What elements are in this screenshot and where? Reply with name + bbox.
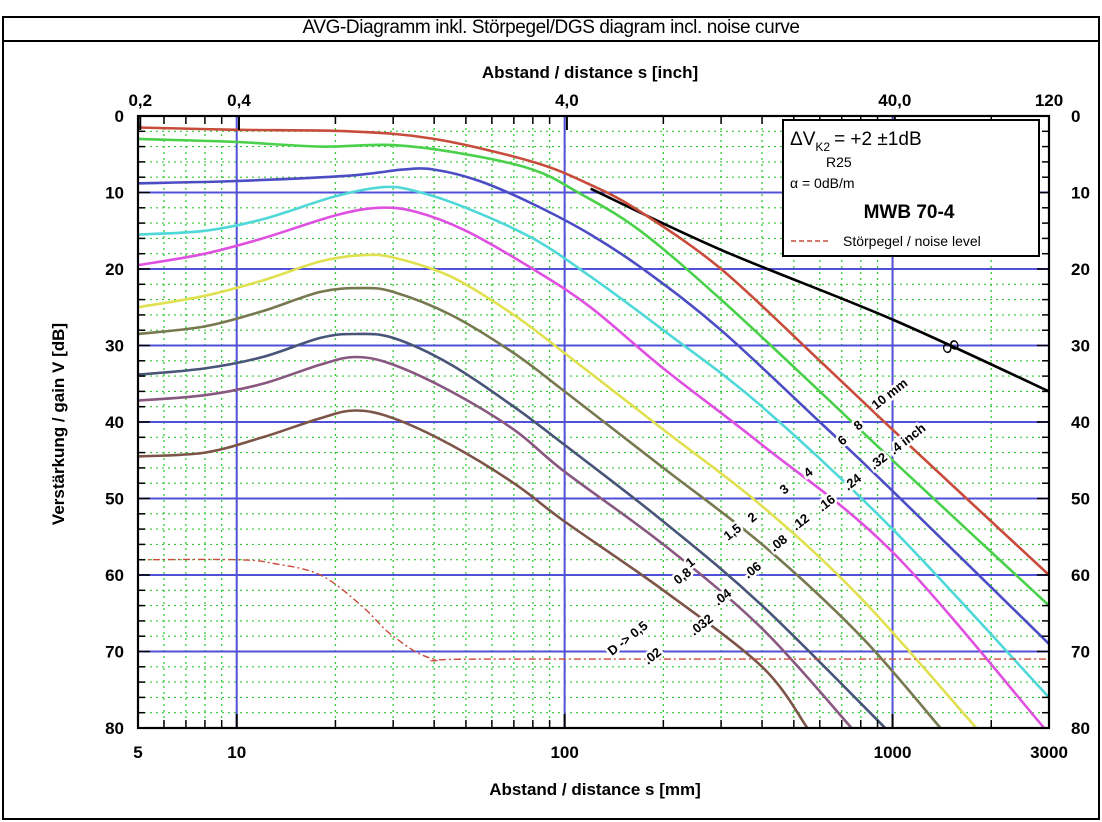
y-tick-label-left: 10 — [105, 184, 124, 203]
y-tick-label-right: 30 — [1071, 337, 1090, 356]
x-axis-top-title: Abstand / distance s [inch] — [482, 63, 698, 82]
x-top-tick-label: 0,2 — [128, 91, 152, 110]
series-layer: ∞ — [137, 126, 1050, 729]
dgs-curve — [137, 253, 978, 729]
legend-noise-label: Störpegel / noise level — [843, 233, 981, 249]
y-tick-label-right: 20 — [1071, 260, 1090, 279]
x-tick-label: 5 — [133, 743, 142, 762]
dgs-curve — [137, 167, 1050, 645]
y-tick-label-right: 60 — [1071, 566, 1090, 585]
x-tick-label: 3000 — [1030, 743, 1068, 762]
tick-labels: 0 0 10 10 20 20 30 30 40 40 50 50 60 60 70 70 80 80 5 10 100… — [105, 91, 1090, 762]
dgs-curve — [137, 332, 887, 729]
y-tick-label-right: 50 — [1071, 490, 1090, 509]
noise-curve — [137, 558, 1049, 662]
y-tick-label-left: 70 — [105, 643, 124, 662]
y-tick-label-right: 80 — [1071, 719, 1090, 738]
infinity-icon: ∞ — [935, 328, 967, 364]
dgs-curve — [137, 286, 942, 729]
diameter-label-inch: .04 — [711, 585, 735, 608]
dgs-curve — [137, 206, 1046, 729]
dgs-curve — [137, 409, 809, 729]
dgs-curve — [137, 185, 1050, 699]
title-bar: AVG-Diagramm inkl. Störpegel/DGS diagram… — [2, 16, 1100, 42]
y-tick-label-right: 70 — [1071, 643, 1090, 662]
diameter-label-mm: 8 — [851, 417, 866, 433]
diameter-label-mm: 2 — [745, 509, 760, 525]
diameter-label-inch: .16 — [815, 491, 838, 514]
legend-probe: MWB 70-4 — [864, 202, 955, 223]
dgs-curve — [137, 355, 853, 729]
dgs-curve — [137, 137, 1050, 607]
legend-dv: ΔVK2 = +2 ±1dB — [790, 129, 922, 154]
x-axis-title: Abstand / distance s [mm] — [489, 780, 701, 799]
y-tick-label-right: 40 — [1071, 413, 1090, 432]
y-tick-label-right: 10 — [1071, 184, 1090, 203]
y-axis-title: Verstärkung / gain V [dB] — [49, 323, 68, 525]
y-tick-label-left: 80 — [105, 719, 124, 738]
legend-box: ΔVK2 = +2 ±1dB R25 α = 0dB/m MWB 70-4 Stö… — [782, 119, 1040, 257]
axes — [136, 114, 1051, 730]
diameter-label-mm: 4 — [801, 464, 817, 481]
diameter-label-mm: 1,5 — [721, 520, 744, 543]
x-top-tick-label: 0,4 — [227, 91, 251, 110]
chart-frame — [2, 16, 1100, 820]
x-tick-label: 100 — [550, 743, 578, 762]
dgs-curve — [137, 126, 1050, 576]
x-tick-label: 1000 — [874, 743, 912, 762]
y-tick-label-left: 0 — [115, 107, 124, 126]
y-tick-label-left: 20 — [105, 260, 124, 279]
x-top-tick-label: 4,0 — [555, 91, 579, 110]
diameter-label-mm: 6 — [835, 432, 850, 448]
legend-alpha: α = 0dB/m — [790, 175, 855, 191]
y-tick-label-left: 40 — [105, 413, 124, 432]
y-tick-label-right: 0 — [1071, 107, 1080, 126]
diameter-label-inch: .02 — [641, 644, 664, 667]
chart-title: AVG-Diagramm inkl. Störpegel/DGS diagram… — [302, 17, 800, 38]
x-top-tick-label: 120 — [1035, 91, 1063, 110]
diameter-label-mm: 3 — [777, 481, 792, 497]
y-tick-label-left: 30 — [105, 337, 124, 356]
x-tick-label: 10 — [227, 743, 246, 762]
y-tick-label-left: 60 — [105, 566, 124, 585]
legend-r25: R25 — [826, 154, 852, 170]
y-tick-label-left: 50 — [105, 490, 124, 509]
x-top-tick-label: 40,0 — [878, 91, 911, 110]
legend-frame — [782, 119, 1040, 257]
diameter-label-inch: .032 — [687, 611, 716, 638]
diameter-label-inch: .06 — [741, 558, 764, 581]
